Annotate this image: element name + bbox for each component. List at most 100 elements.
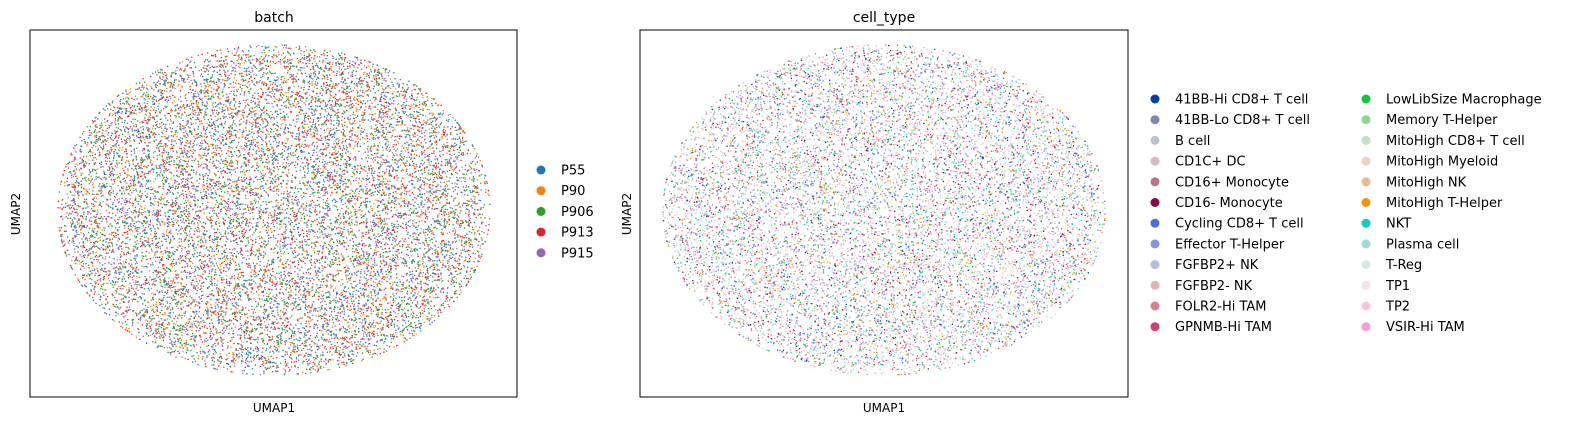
data-point — [205, 173, 207, 175]
data-point — [361, 69, 363, 71]
data-point — [428, 226, 430, 228]
data-point — [300, 106, 302, 108]
data-point — [82, 251, 84, 253]
data-point — [257, 145, 259, 147]
data-point — [407, 290, 409, 292]
data-point — [307, 66, 309, 68]
data-point — [364, 138, 366, 140]
data-point — [243, 189, 245, 191]
data-point — [266, 99, 268, 101]
data-point — [335, 65, 337, 67]
data-point — [347, 256, 349, 258]
data-point — [335, 111, 337, 113]
data-point — [251, 128, 253, 130]
data-point — [423, 253, 425, 255]
data-point — [211, 312, 213, 314]
data-point — [241, 188, 243, 190]
data-point — [445, 162, 447, 164]
data-point — [276, 298, 278, 300]
data-point — [88, 163, 90, 165]
data-point — [370, 147, 372, 149]
data-point — [335, 101, 337, 103]
data-point — [166, 284, 168, 286]
data-point — [330, 287, 332, 289]
data-point — [239, 67, 241, 69]
data-point — [141, 87, 143, 89]
data-point — [163, 236, 165, 238]
data-point — [281, 343, 283, 345]
data-point — [311, 57, 313, 59]
data-point — [369, 201, 371, 203]
data-point — [170, 98, 172, 100]
data-point — [313, 248, 315, 250]
data-point — [409, 226, 411, 228]
data-point — [173, 323, 175, 325]
data-point — [210, 265, 212, 267]
data-point — [374, 330, 376, 332]
data-point — [336, 112, 338, 114]
data-point — [343, 73, 345, 75]
data-point — [389, 98, 391, 100]
data-point — [117, 164, 119, 166]
data-point — [79, 254, 81, 256]
data-point — [266, 94, 268, 96]
data-point — [220, 340, 222, 342]
data-point — [362, 314, 364, 316]
data-point — [404, 111, 406, 113]
data-point — [343, 145, 345, 147]
data-point — [181, 239, 183, 241]
data-point — [163, 108, 165, 110]
data-point — [234, 203, 236, 205]
data-point — [201, 132, 203, 134]
data-point — [416, 166, 418, 168]
data-point — [243, 131, 245, 133]
data-point — [257, 286, 259, 288]
data-point — [415, 222, 417, 224]
data-point — [473, 168, 475, 170]
data-point — [122, 234, 124, 236]
data-point — [458, 187, 460, 189]
data-point — [280, 240, 282, 242]
data-point — [206, 183, 208, 185]
data-point — [90, 283, 92, 285]
data-point — [410, 208, 412, 210]
data-point — [142, 303, 144, 305]
data-point — [315, 98, 317, 100]
data-point — [477, 191, 479, 193]
data-point — [139, 227, 141, 229]
data-point — [342, 352, 344, 354]
data-point — [402, 108, 404, 110]
data-point — [319, 161, 321, 163]
data-point — [160, 282, 162, 284]
data-point — [157, 218, 159, 220]
data-point — [284, 44, 286, 46]
data-point — [350, 341, 352, 343]
data-point — [189, 142, 191, 144]
data-point — [133, 258, 135, 260]
data-point — [199, 322, 201, 324]
data-point — [136, 336, 138, 338]
data-point — [456, 173, 458, 175]
data-point — [121, 212, 123, 214]
data-point — [202, 76, 204, 78]
data-point — [326, 90, 328, 92]
data-point — [399, 95, 401, 97]
data-point — [463, 144, 465, 146]
data-point — [441, 214, 443, 216]
data-point — [201, 295, 203, 297]
data-point — [277, 174, 279, 176]
data-point — [381, 163, 383, 165]
data-point — [193, 301, 195, 303]
data-point — [297, 320, 299, 322]
data-point — [159, 333, 161, 335]
data-point — [421, 132, 423, 134]
data-point — [359, 139, 361, 141]
data-point — [282, 311, 284, 313]
data-point — [314, 232, 316, 234]
data-point — [411, 114, 413, 116]
data-point — [457, 223, 459, 225]
data-point — [305, 314, 307, 316]
data-point — [328, 296, 330, 298]
data-point — [300, 113, 302, 115]
data-point — [92, 199, 94, 201]
